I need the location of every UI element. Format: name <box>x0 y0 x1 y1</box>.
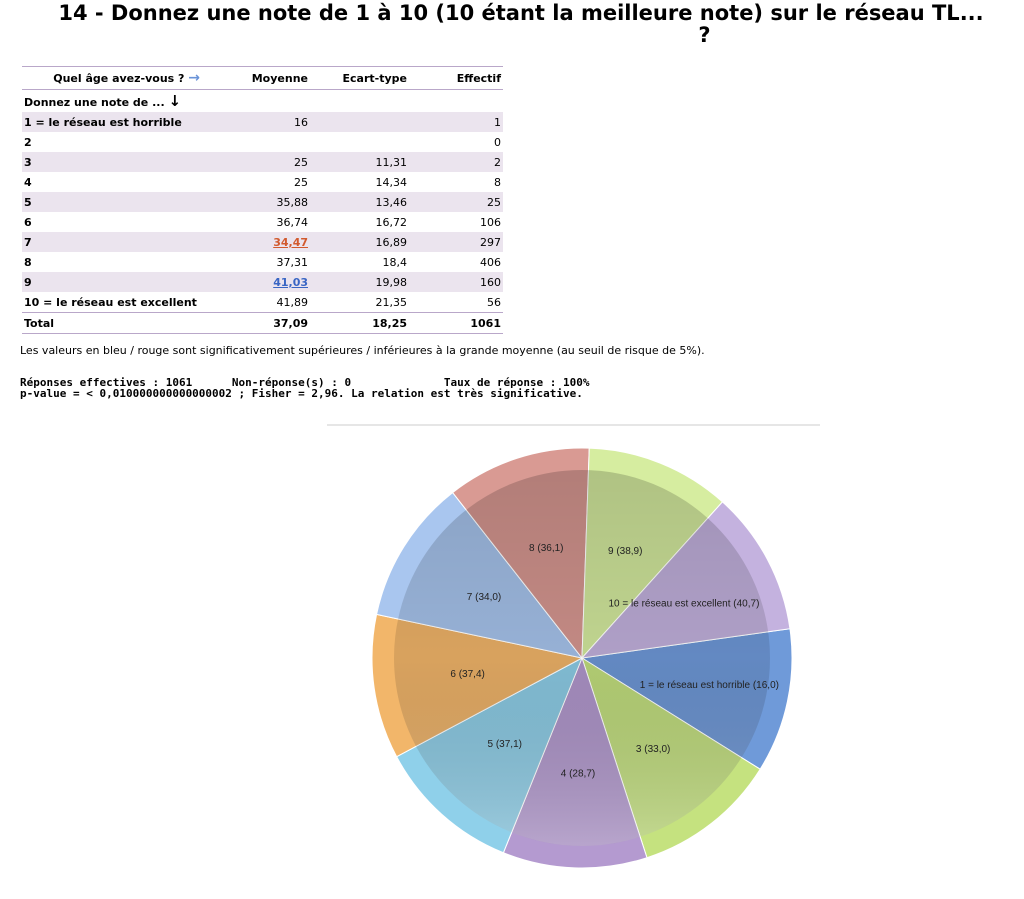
cell-moyenne: 37,31 <box>276 255 309 269</box>
row-label: 8 <box>24 255 32 269</box>
table-subheader-row: Donnez une note de ... ↓ <box>22 90 503 113</box>
table-row: 1 = le réseau est horrible 16 1 <box>22 112 503 132</box>
pie-slice-label: 4 (28,7) <box>561 768 595 779</box>
table-row: 3 25 11,31 2 <box>22 152 503 172</box>
pie-slice-label: 1 = le réseau est horrible (16,0) <box>640 680 779 691</box>
question-title: 14 - Donnez une note de 1 à 10 (10 étant… <box>0 2 1024 46</box>
cell-effectif: 56 <box>487 295 501 309</box>
response-counts-line: Réponses effectives : 1061 Non-réponse(s… <box>20 376 590 389</box>
table-corner-header[interactable]: Quel âge avez-vous ? → <box>22 66 208 90</box>
cell-effectif: 160 <box>409 272 503 292</box>
table-row: 4 25 14,34 8 <box>22 172 503 192</box>
row-label: 6 <box>24 215 32 229</box>
pie-slice-label: 5 (37,1) <box>488 739 522 750</box>
cell-effectif: 0 <box>494 135 501 149</box>
row-label: 2 <box>24 135 32 149</box>
cell-moyenne: 34,47 <box>208 232 310 252</box>
p-value-line: p-value = < 0,010000000000000002 ; Fishe… <box>20 387 583 400</box>
total-effectif: 1061 <box>409 312 503 334</box>
table-row: 7 34,47 16,89 297 <box>22 232 503 252</box>
title-line-1: 14 - Donnez une note de 1 à 10 (10 étant… <box>58 1 984 25</box>
row-label: 5 <box>22 192 208 212</box>
title-line-2: ? <box>698 23 711 47</box>
row-label: 4 <box>24 175 32 189</box>
row-label: 10 = le réseau est excellent <box>24 295 197 309</box>
pie-slice-label: 10 = le réseau est excellent (40,7) <box>608 599 759 610</box>
cell-ecart <box>310 112 409 132</box>
cell-ecart: 21,35 <box>375 295 408 309</box>
table-row: 6 36,74 16,72 106 <box>22 212 503 232</box>
significance-note: Les valeurs en bleu / rouge sont signifi… <box>20 344 705 357</box>
table-row: 5 35,88 13,46 25 <box>22 192 503 212</box>
cell-effectif: 8 <box>494 175 501 189</box>
cell-ecart: 11,31 <box>310 152 409 172</box>
row-label: 9 <box>22 272 208 292</box>
cell-moyenne: 36,74 <box>276 215 309 229</box>
cell-ecart: 14,34 <box>375 175 408 189</box>
cell-effectif: 2 <box>409 152 503 172</box>
cell-moyenne: 35,88 <box>208 192 310 212</box>
cell-ecart <box>310 132 409 152</box>
total-moyenne: 37,09 <box>208 312 310 334</box>
column-header-effectif[interactable]: Effectif <box>409 66 503 90</box>
pie-slice-label: 8 (36,1) <box>529 543 563 554</box>
cell-effectif: 25 <box>409 192 503 212</box>
significant-high-value[interactable]: 41,03 <box>273 275 308 289</box>
chart-separator <box>327 424 820 426</box>
cell-ecart: 16,89 <box>310 232 409 252</box>
table-row: 9 41,03 19,98 160 <box>22 272 503 292</box>
age-question-label: Quel âge avez-vous ? <box>53 72 185 85</box>
cell-effectif: 406 <box>480 255 501 269</box>
pie-slice-label: 6 (37,4) <box>450 669 484 680</box>
cell-moyenne: 16 <box>208 112 310 132</box>
pie-slice-label: 7 (34,0) <box>467 592 501 603</box>
row-label: 7 <box>22 232 208 252</box>
table-body: Donnez une note de ... ↓ 1 = le réseau e… <box>22 90 503 334</box>
arrow-right-icon: → <box>188 70 200 86</box>
table-row: 8 37,31 18,4 406 <box>22 252 503 272</box>
cell-effectif: 297 <box>409 232 503 252</box>
pie-labels: 1 = le réseau est horrible (16,0) 3 (33,0… <box>450 543 779 779</box>
cell-ecart: 16,72 <box>375 215 408 229</box>
table-header-row: Quel âge avez-vous ? → Moyenne Ecart-typ… <box>22 66 503 90</box>
cell-ecart: 19,98 <box>310 272 409 292</box>
pie-slice-label: 9 (38,9) <box>608 546 642 557</box>
row-label: 1 = le réseau est horrible <box>22 112 208 132</box>
total-label: Total <box>22 312 208 334</box>
cell-effectif: 1 <box>409 112 503 132</box>
row-label: 3 <box>22 152 208 172</box>
pie-chart: 1 = le réseau est horrible (16,0) 3 (33,0… <box>371 447 793 869</box>
response-stats: Réponses effectives : 1061 Non-réponse(s… <box>20 377 590 399</box>
column-header-moyenne[interactable]: Moyenne <box>208 66 310 90</box>
arrow-down-icon: ↓ <box>168 92 182 110</box>
cell-moyenne: 41,89 <box>276 295 309 309</box>
cell-moyenne: 41,03 <box>208 272 310 292</box>
rating-question-label: Donnez une note de ... ↓ <box>22 90 503 113</box>
cell-ecart: 13,46 <box>310 192 409 212</box>
table-row: 10 = le réseau est excellent 41,89 21,35 56 <box>22 292 503 313</box>
cell-moyenne <box>208 132 310 152</box>
crosstab-table: Quel âge avez-vous ? → Moyenne Ecart-typ… <box>22 66 503 334</box>
cell-ecart: 18,4 <box>382 255 408 269</box>
cell-moyenne: 25 <box>294 175 308 189</box>
total-ecart: 18,25 <box>310 312 409 334</box>
pie-shading <box>394 470 770 846</box>
column-header-ecart-type[interactable]: Ecart-type <box>310 66 409 90</box>
cell-moyenne: 25 <box>208 152 310 172</box>
cell-effectif: 106 <box>480 215 501 229</box>
rating-question-text: Donnez une note de ... <box>24 96 165 109</box>
pie-slice-label: 3 (33,0) <box>636 744 670 755</box>
table-total-row: Total 37,09 18,25 1061 <box>22 312 503 334</box>
significant-low-value[interactable]: 34,47 <box>273 235 308 249</box>
